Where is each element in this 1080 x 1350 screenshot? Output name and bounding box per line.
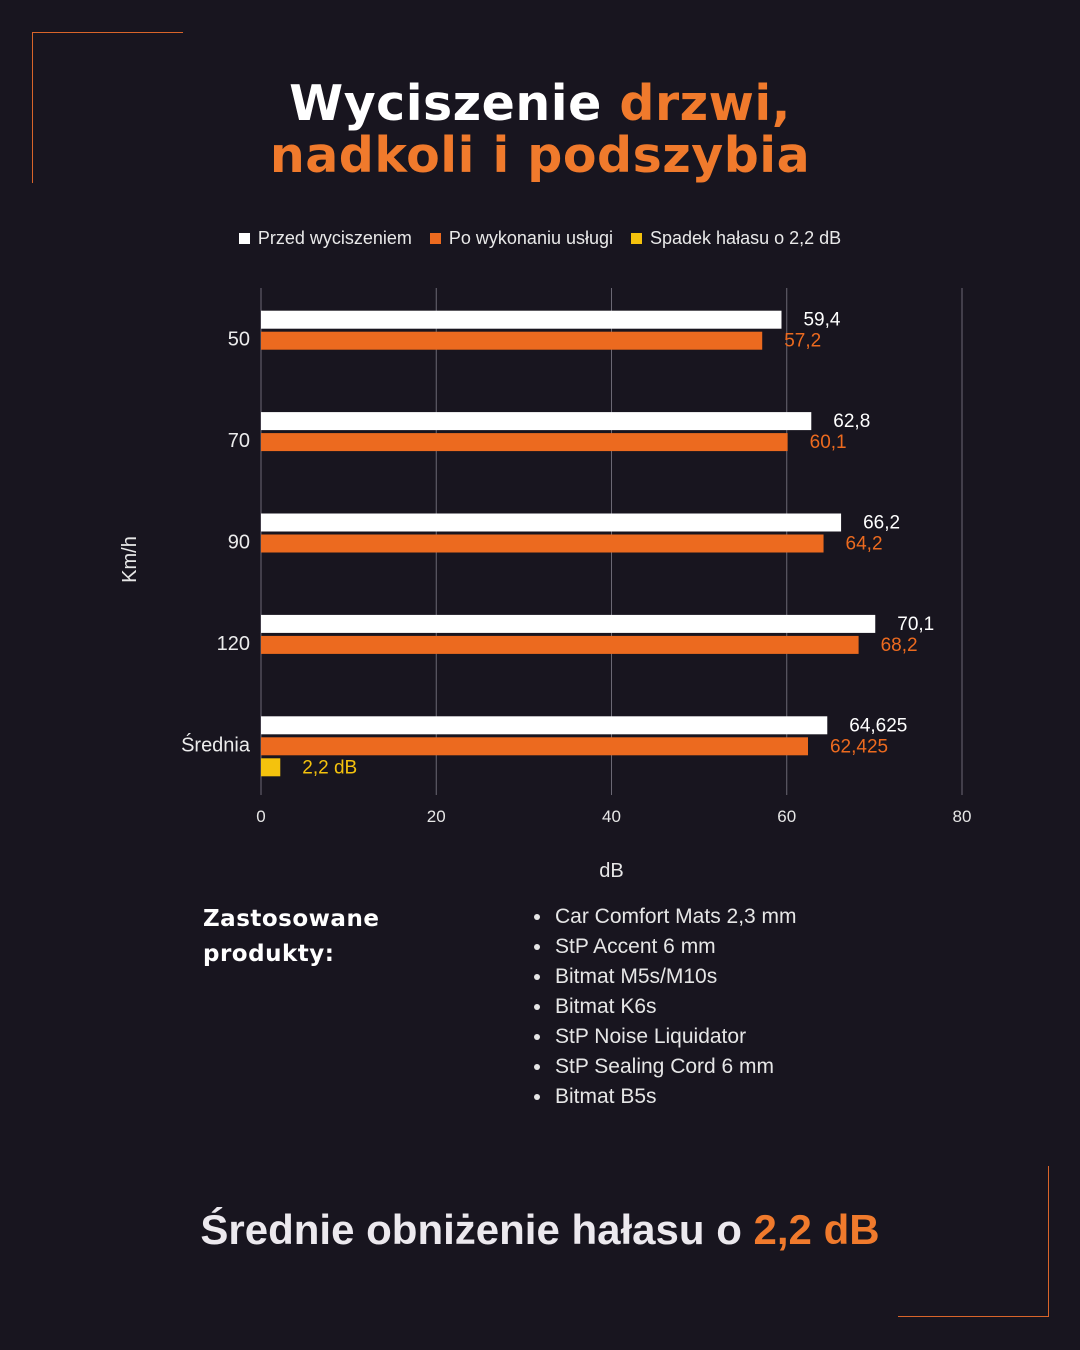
corner-decoration-top-left bbox=[32, 32, 183, 183]
legend-swatch-before bbox=[238, 233, 250, 244]
list-item: Bitmat B5s bbox=[553, 1082, 797, 1112]
bar-after bbox=[261, 433, 788, 452]
data-label-after: 60,1 bbox=[810, 432, 847, 453]
bar-before bbox=[261, 310, 782, 329]
legend-item-after: Po wykonaniu usługi bbox=[429, 228, 613, 249]
list-item: Bitmat K6s bbox=[553, 992, 797, 1022]
products-list: Car Comfort Mats 2,3 mm StP Accent 6 mm … bbox=[533, 902, 797, 1112]
y-tick-label: 50 bbox=[228, 329, 250, 351]
data-label-after: 64,2 bbox=[846, 534, 883, 555]
legend-label-before: Przed wyciszeniem bbox=[257, 228, 412, 248]
list-item: Bitmat M5s/M10s bbox=[553, 962, 797, 992]
products-heading-line2: produkty: bbox=[203, 941, 335, 967]
data-label-after: 57,2 bbox=[784, 331, 821, 352]
bar-after bbox=[261, 534, 824, 553]
legend-swatch-after bbox=[429, 233, 441, 244]
legend-label-drop: Spadek hałasu o 2,2 dB bbox=[650, 228, 842, 248]
data-label-before: 62,8 bbox=[833, 411, 870, 432]
summary-highlight: 2,2 dB bbox=[753, 1206, 880, 1253]
bar-drop bbox=[261, 758, 281, 777]
data-label-before: 59,4 bbox=[803, 310, 840, 331]
y-axis-title: Km/h bbox=[119, 536, 141, 583]
title-orange-part-2: nadkoli i podszybia bbox=[269, 127, 811, 184]
products-heading: Zastosowane produkty: bbox=[203, 902, 493, 1112]
legend-item-before: Przed wyciszeniem bbox=[238, 228, 412, 249]
list-item: StP Noise Liquidator bbox=[553, 1022, 797, 1052]
list-item: StP Sealing Cord 6 mm bbox=[553, 1052, 797, 1082]
data-label-after: 68,2 bbox=[881, 635, 918, 656]
list-item: StP Accent 6 mm bbox=[553, 932, 797, 962]
chart-legend: Przed wyciszeniem Po wykonaniu usługi Sp… bbox=[0, 228, 1080, 249]
bar-after bbox=[261, 737, 808, 756]
bar-before bbox=[261, 513, 842, 532]
x-axis-title: dB bbox=[599, 860, 623, 882]
legend-label-after: Po wykonaniu usługi bbox=[448, 228, 613, 248]
x-tick-label: 40 bbox=[602, 807, 621, 826]
y-tick-label: 90 bbox=[228, 532, 250, 554]
data-label-drop: 2,2 dB bbox=[302, 757, 357, 778]
corner-decoration-bottom-right bbox=[898, 1166, 1049, 1317]
summary-banner: Średnie obniżenie hałasu o 2,2 dB bbox=[0, 1206, 1080, 1254]
y-tick-label: Średnia bbox=[181, 732, 251, 756]
products-section: Zastosowane produkty: Car Comfort Mats 2… bbox=[203, 902, 797, 1112]
bar-before bbox=[261, 412, 812, 431]
bar-after bbox=[261, 331, 763, 350]
y-tick-label: 120 bbox=[217, 633, 250, 655]
x-tick-label: 20 bbox=[427, 807, 446, 826]
page-title: Wyciszenie drzwi, nadkoli i podszybia bbox=[0, 78, 1080, 182]
x-tick-label: 80 bbox=[953, 807, 972, 826]
bar-chart: 0 20 40 60 80 50 59,457,2 70 62,860,1 90 66,264,2 1… bbox=[119, 288, 972, 882]
y-tick-label: 70 bbox=[228, 430, 250, 452]
x-tick-label: 60 bbox=[777, 807, 796, 826]
bar-before bbox=[261, 716, 828, 735]
data-label-before: 66,2 bbox=[863, 513, 900, 534]
legend-swatch-drop bbox=[631, 233, 642, 244]
data-label-before: 70,1 bbox=[897, 614, 934, 635]
bar-before bbox=[261, 614, 876, 633]
title-orange-part-1: drzwi, bbox=[619, 75, 791, 132]
x-tick-label: 0 bbox=[256, 807, 265, 826]
legend-item-drop: Spadek hałasu o 2,2 dB bbox=[631, 228, 841, 249]
title-white-part: Wyciszenie bbox=[289, 75, 620, 132]
summary-text: Średnie obniżenie hałasu o bbox=[200, 1206, 754, 1253]
products-heading-line1: Zastosowane bbox=[203, 906, 380, 932]
data-label-before: 64,625 bbox=[849, 715, 907, 736]
bar-after bbox=[261, 635, 859, 654]
data-label-after: 62,425 bbox=[830, 736, 888, 757]
list-item: Car Comfort Mats 2,3 mm bbox=[553, 902, 797, 932]
